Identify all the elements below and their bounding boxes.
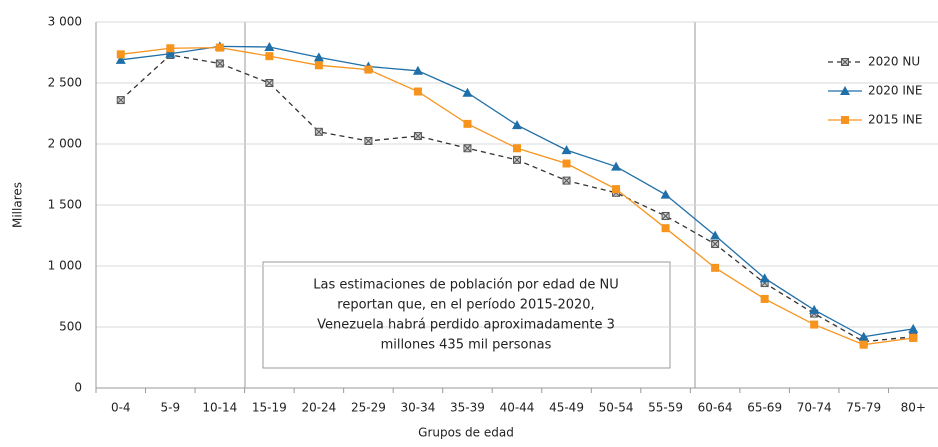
point [611, 161, 622, 171]
point [710, 230, 721, 240]
y-tick-label: 1 000 [48, 259, 82, 273]
y-tick-label: 500 [59, 320, 82, 334]
y-axis-title: Millares [11, 182, 25, 228]
marker-cross [414, 132, 422, 140]
point [314, 61, 323, 70]
point [858, 331, 869, 341]
point [513, 144, 521, 153]
point [661, 224, 670, 233]
point [215, 43, 224, 52]
y-tick-label: 1 500 [48, 198, 82, 212]
marker-cross [563, 177, 570, 184]
x-tick-label: 65-69 [747, 401, 782, 415]
point [760, 294, 769, 303]
x-tick-label: 5-9 [160, 401, 180, 415]
annotation: Venezuela habrá perdido aproximadamente … [317, 318, 615, 333]
point [908, 323, 919, 333]
point [512, 120, 522, 130]
annotation: reportan que, en el período 2015-2020, [337, 298, 594, 313]
marker-cross [464, 144, 471, 152]
x-tick-label: 55-59 [648, 401, 683, 415]
point [313, 52, 324, 62]
x-axis-title: Grupos de edad [418, 426, 514, 440]
point [711, 263, 720, 272]
point [809, 304, 820, 314]
x-tick-label: 20-24 [301, 401, 336, 415]
y-tick-label: 3 000 [48, 15, 82, 29]
marker-cross [711, 240, 719, 248]
point [909, 333, 918, 342]
point [612, 185, 621, 194]
y-tick-label: 0 [74, 381, 82, 395]
point [561, 145, 572, 155]
point [364, 65, 373, 74]
point [463, 119, 472, 128]
marker-cross [513, 156, 521, 164]
point [859, 340, 868, 349]
annotation-box [262, 261, 671, 369]
legend-label: 2020 NU [868, 55, 920, 69]
legend-label: 2015 INE [868, 113, 922, 127]
x-tick-label: 75-79 [846, 401, 881, 415]
point [166, 44, 175, 53]
point [660, 189, 671, 199]
point [115, 54, 126, 64]
legend-marker [841, 116, 849, 124]
y-tick-label: 2 500 [48, 76, 82, 90]
point [264, 42, 275, 52]
x-tick-label: 40-44 [500, 401, 535, 415]
point [562, 159, 571, 168]
x-tick-label: 10-14 [202, 401, 237, 415]
marker-cross [216, 60, 224, 67]
x-tick-label: 15-19 [252, 401, 287, 415]
x-tick-label: 70-74 [797, 401, 832, 415]
marker-cross [365, 137, 372, 145]
y-tick-label: 2 000 [48, 137, 82, 151]
x-tick-label: 30-34 [401, 401, 436, 415]
point [413, 87, 422, 96]
point [165, 48, 176, 58]
x-tick-label: 80+ [901, 401, 926, 415]
x-tick-label: 35-39 [450, 401, 485, 415]
point [810, 320, 819, 329]
x-tick-label: 60-64 [698, 401, 733, 415]
point [412, 65, 423, 75]
marker-cross [265, 79, 273, 87]
x-tick-label: 50-54 [599, 401, 634, 415]
point [462, 87, 473, 97]
x-tick-label: 0-4 [111, 401, 131, 415]
marker-cross [841, 58, 849, 66]
x-tick-label: 25-29 [351, 401, 386, 415]
marker-cross [315, 128, 323, 136]
point [265, 52, 274, 61]
point [116, 50, 125, 59]
legend-label: 2020 INE [868, 84, 922, 98]
legend-marker [840, 86, 850, 95]
point [759, 273, 770, 283]
marker-cross [662, 212, 669, 220]
annotation: millones 435 mil personas [381, 338, 552, 353]
x-tick-label: 45-49 [549, 401, 584, 415]
annotation: Las estimaciones de población por edad d… [313, 278, 619, 293]
marker-cross [117, 96, 125, 104]
